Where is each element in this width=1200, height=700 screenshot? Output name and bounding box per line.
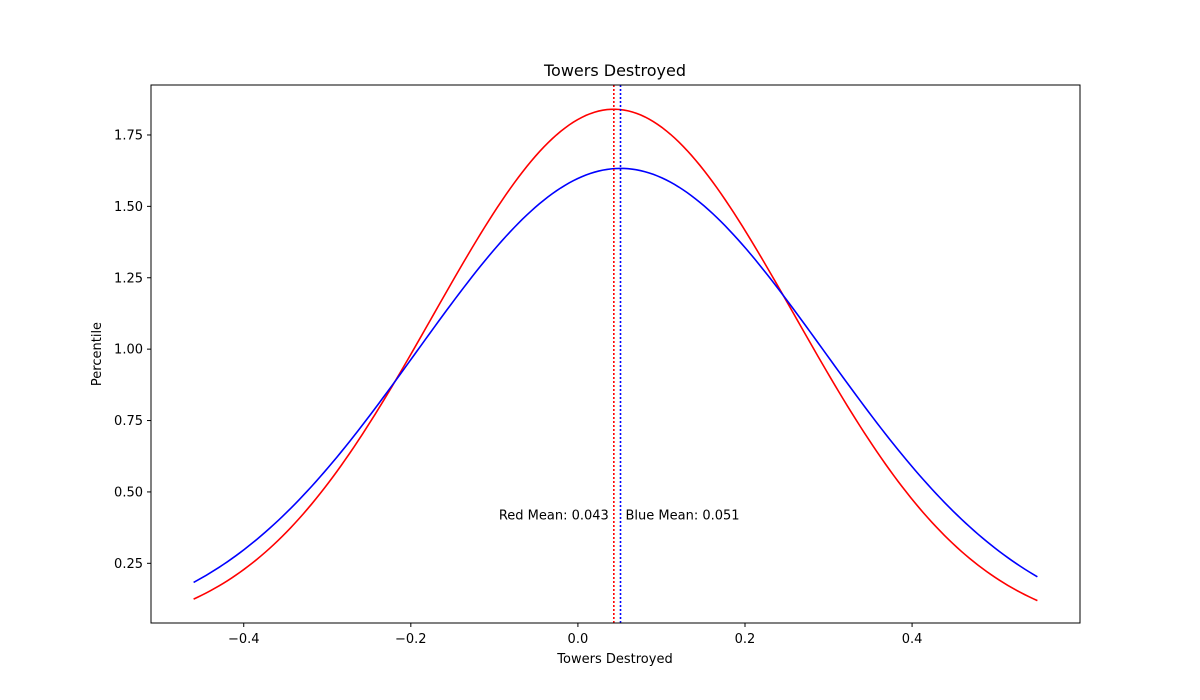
annotation-red-mean: Red Mean: 0.043 bbox=[499, 508, 609, 523]
y-tick-label: 1.50 bbox=[114, 200, 143, 215]
chart-title: Towers Destroyed bbox=[543, 61, 686, 80]
plot-area bbox=[193, 85, 1038, 623]
x-axis: −0.4 −0.2 0.0 0.2 0.4 bbox=[228, 623, 922, 647]
y-tick-label: 0.25 bbox=[114, 557, 143, 572]
y-tick-label: 1.25 bbox=[114, 271, 143, 286]
series-line-red bbox=[193, 108, 1038, 602]
y-axis-label: Percentile bbox=[90, 322, 105, 386]
y-axis: 0.25 0.50 0.75 1.00 1.25 1.50 1.75 bbox=[114, 128, 151, 572]
x-tick-label: 0.4 bbox=[902, 632, 923, 647]
x-tick-label: 0.2 bbox=[735, 632, 756, 647]
x-axis-label: Towers Destroyed bbox=[556, 652, 672, 667]
x-tick-label: −0.2 bbox=[395, 632, 427, 647]
annotation-blue-mean: Blue Mean: 0.051 bbox=[626, 508, 740, 523]
annotations: Red Mean: 0.043 Blue Mean: 0.051 bbox=[499, 508, 740, 523]
y-tick-label: 1.00 bbox=[114, 343, 143, 358]
series-line-blue bbox=[193, 167, 1038, 584]
y-tick-label: 0.75 bbox=[114, 414, 143, 429]
x-tick-label: 0.0 bbox=[568, 632, 589, 647]
x-tick-label: −0.4 bbox=[228, 632, 260, 647]
axes-frame bbox=[150, 84, 1081, 624]
y-tick-label: 1.75 bbox=[114, 128, 143, 143]
y-tick-label: 0.50 bbox=[114, 485, 143, 500]
